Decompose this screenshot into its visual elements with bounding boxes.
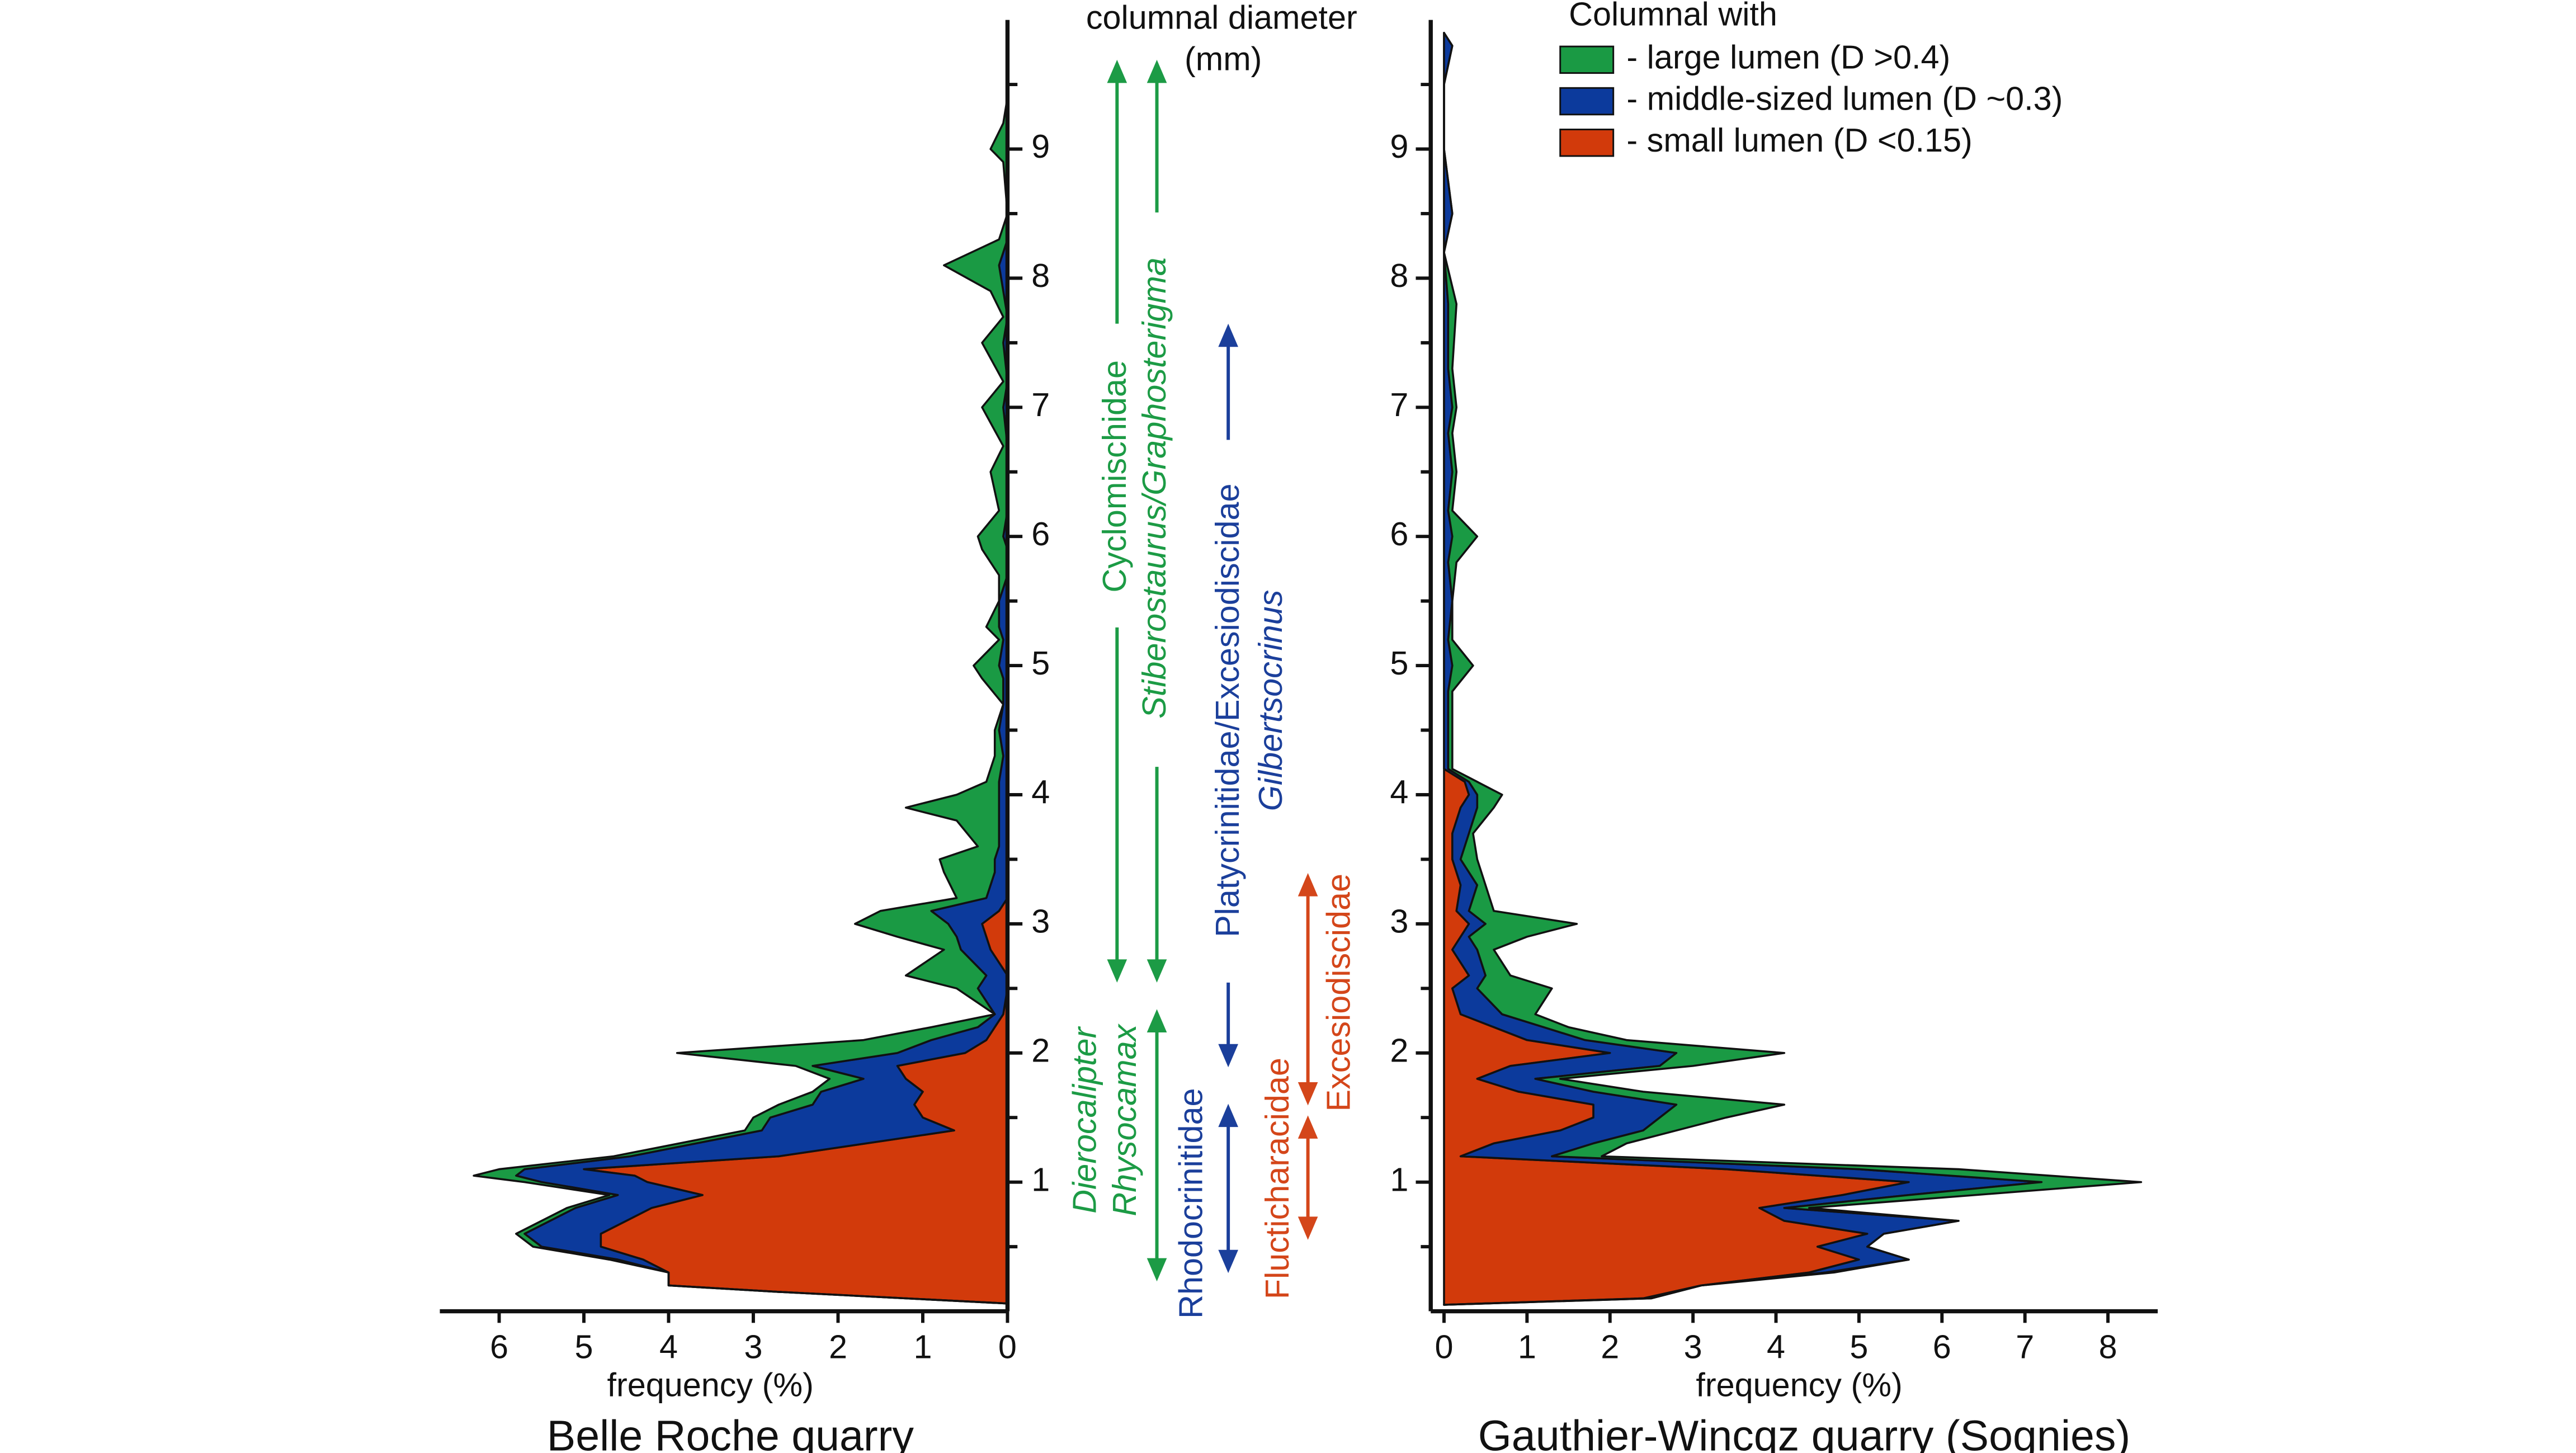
y-tick-label: 1 — [1031, 1160, 1050, 1198]
y-tick-label: 3 — [1031, 903, 1050, 940]
x-tick-label: 3 — [744, 1328, 762, 1365]
annotation: Rhodocrinitidae — [1172, 1088, 1210, 1318]
x-tick-label: 1 — [913, 1328, 932, 1365]
x-tick-label: 1 — [1518, 1328, 1536, 1365]
x-tick-label: 2 — [829, 1328, 847, 1365]
y-tick-label: 9 — [1031, 128, 1050, 165]
x-axis-label: frequency (%) — [1696, 1366, 1902, 1404]
y-axis-label: (mm) — [1185, 40, 1262, 77]
x-tick-label: 5 — [1850, 1328, 1868, 1365]
y-tick-label: 4 — [1390, 773, 1408, 811]
y-tick-label: 2 — [1031, 1031, 1050, 1069]
y-tick-label: 8 — [1390, 257, 1408, 294]
x-tick-label: 2 — [1601, 1328, 1619, 1365]
y-tick-label: 6 — [1031, 515, 1050, 553]
legend-title: Columnal with — [1569, 0, 1777, 32]
x-tick-label: 0 — [1435, 1328, 1453, 1365]
x-tick-label: 6 — [490, 1328, 508, 1365]
annotation: Rhysocamax — [1106, 1023, 1143, 1216]
y-axis-label: columnal diameter — [1086, 0, 1357, 36]
legend-label: - small lumen (D <0.15) — [1626, 121, 1972, 159]
x-tick-label: 6 — [1933, 1328, 1951, 1365]
y-tick-label: 9 — [1390, 128, 1408, 165]
x-axis-label: frequency (%) — [607, 1366, 814, 1404]
y-tick-label: 6 — [1390, 515, 1408, 553]
x-tick-label: 7 — [2016, 1328, 2034, 1365]
x-tick-label: 4 — [659, 1328, 678, 1365]
x-tick-label: 4 — [1767, 1328, 1785, 1365]
legend-label: - middle-sized lumen (D ~0.3) — [1626, 80, 2063, 117]
annotation: Excesiodiscidae — [1320, 874, 1357, 1112]
legend-swatch — [1559, 87, 1615, 116]
annotation: Platycrinitidae/Excesiodiscidae — [1209, 483, 1246, 937]
x-tick-label: 8 — [2099, 1328, 2117, 1365]
x-tick-label: 3 — [1684, 1328, 1702, 1365]
y-tick-label: 2 — [1390, 1031, 1408, 1069]
y-tick-label: 7 — [1031, 386, 1050, 423]
legend-label: - large lumen (D >0.4) — [1626, 39, 1950, 76]
annotation: Gilbertsocrinus — [1252, 590, 1289, 812]
annotation: Cyclomischidae — [1096, 360, 1133, 593]
legend-swatch — [1559, 45, 1615, 74]
y-tick-label: 1 — [1390, 1160, 1408, 1198]
annotation: Stiberostaurus/Graphosterigma — [1135, 257, 1173, 719]
legend-swatch — [1559, 129, 1615, 157]
y-tick-label: 5 — [1390, 644, 1408, 682]
x-tick-label: 0 — [998, 1328, 1017, 1365]
area — [1443, 31, 2143, 1306]
y-tick-label: 5 — [1031, 644, 1050, 682]
x-tick-label: 5 — [574, 1328, 593, 1365]
chart-title: Belle Roche quarry — [547, 1412, 914, 1453]
y-tick-label: 4 — [1031, 773, 1050, 811]
chart-title: Gauthier-Wincqz quarry (Sognies) — [1478, 1412, 2130, 1453]
y-tick-label: 8 — [1031, 257, 1050, 294]
annotation: Dierocalipter — [1066, 1026, 1103, 1213]
y-tick-label: 3 — [1390, 903, 1408, 940]
y-tick-label: 7 — [1390, 386, 1408, 423]
annotation: Flucticharacidae — [1258, 1058, 1296, 1299]
range-arrows — [1107, 59, 1318, 1282]
